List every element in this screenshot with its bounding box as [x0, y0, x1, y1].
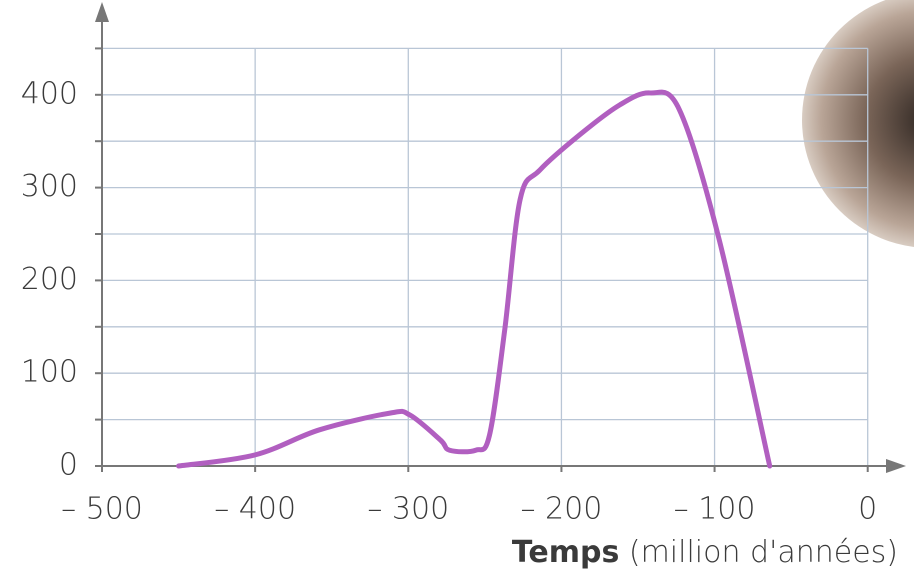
- x-tick-label: – 400: [214, 492, 296, 527]
- axes: 0 100 200 300 400 – 500 – 400 – 300 – 200 – 100 0: [21, 2, 906, 527]
- grid: [101, 47, 869, 467]
- x-axis-label-bold: Temps: [512, 535, 619, 570]
- marks: [176, 89, 773, 469]
- x-tick-label: 0: [858, 492, 877, 527]
- x-tick-label: – 300: [367, 492, 449, 527]
- x-axis-arrow: [886, 459, 906, 473]
- y-tick-label: 300: [21, 169, 78, 204]
- y-tick-label: 200: [21, 262, 78, 297]
- x-tick-label: – 100: [674, 492, 756, 527]
- fossil-decoration: [802, 0, 914, 247]
- x-axis-label: Temps (million d'années): [512, 535, 898, 570]
- y-tick-label: 100: [21, 355, 78, 390]
- x-tick-label: – 200: [521, 492, 603, 527]
- y-axis-arrow: [95, 2, 109, 22]
- x-tick-label: – 500: [61, 492, 143, 527]
- x-axis-label-rest: (million d'années): [629, 535, 898, 570]
- y-tick-label: 400: [21, 76, 78, 111]
- y-tick-label: 0: [59, 448, 78, 483]
- data-line: [176, 89, 773, 469]
